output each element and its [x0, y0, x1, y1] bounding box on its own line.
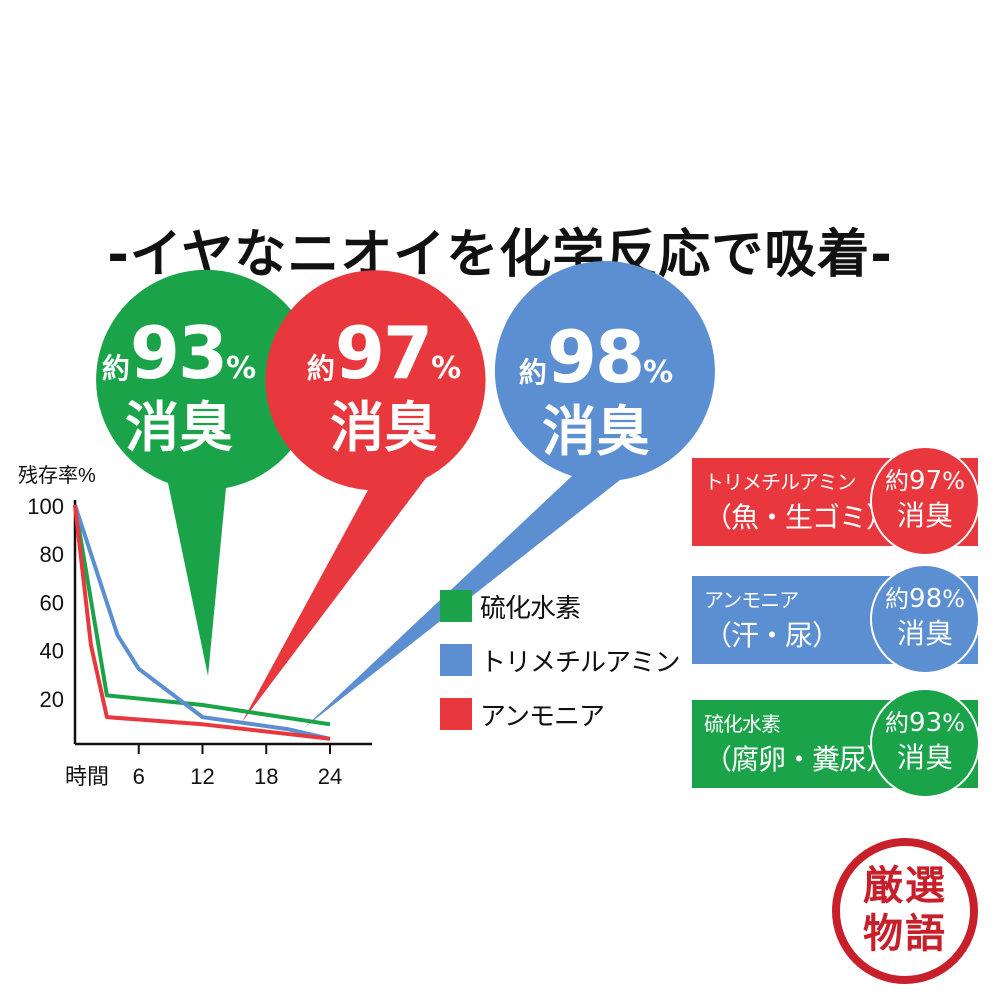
card-ammonia-label: 消臭: [896, 617, 953, 650]
card-ammonia-value: 98: [909, 584, 943, 614]
bubble-97-prefix: 約: [306, 352, 335, 385]
card-hydrogen-sulfide-label: 消臭: [896, 741, 953, 774]
card-hydrogen-sulfide-prefix: 約: [885, 709, 910, 737]
bubble-97-label: 消臭: [330, 396, 438, 459]
y-tick-label: 80: [40, 542, 64, 567]
bubble-93-text: 約93% 消臭: [74, 308, 284, 458]
bubble-98-text: 約98% 消臭: [491, 312, 701, 462]
x-tick-label: 6: [133, 764, 145, 789]
bubble-98-label: 消臭: [542, 400, 650, 463]
seal-row-2: 物語: [863, 911, 947, 957]
bubble-93-unit: %: [226, 351, 257, 386]
y-tick-label: 60: [40, 590, 64, 615]
card-trimethylamine-source: （魚・生ゴミ）: [704, 501, 894, 534]
bubble-93-prefix: 約: [101, 352, 130, 385]
card-ammonia-badge: 約98% 消臭: [870, 564, 980, 674]
chart-legend: 硫化水素 トリメチルアミン アンモニア: [440, 585, 680, 747]
card-hydrogen-sulfide-source: （腐卵・糞尿）: [704, 743, 894, 776]
card-ammonia: アンモニア （汗・尿） 約98% 消臭: [692, 564, 980, 674]
y-tick-label: 40: [40, 639, 64, 664]
bubble-93-label: 消臭: [125, 396, 233, 459]
y-tick-label: 20: [40, 687, 64, 712]
card-ammonia-gas: アンモニア: [704, 588, 799, 612]
x-tick-label: 24: [318, 764, 342, 789]
legend-swatch-green: [440, 590, 472, 622]
x-tick-label: 18: [254, 764, 278, 789]
bubble-98-prefix: 約: [518, 356, 547, 389]
brand-seal: 厳選 物語: [832, 838, 978, 984]
card-trimethylamine: トリメチルアミン （魚・生ゴミ） 約97% 消臭: [692, 446, 980, 556]
y-axis-title: 残存率%: [18, 464, 96, 487]
card-trimethylamine-gas: トリメチルアミン: [704, 470, 857, 494]
legend-item-ammonia: アンモニア: [440, 693, 679, 735]
bubble-97-value: 97: [334, 311, 433, 395]
legend-label-trimethylamine: トリメチルアミン: [480, 647, 680, 678]
bubble-98-unit: %: [643, 355, 674, 390]
card-hydrogen-sulfide-gas: 硫化水素: [704, 712, 781, 736]
card-ammonia-source: （汗・尿）: [704, 619, 840, 652]
legend-label-ammonia: アンモニア: [480, 701, 605, 732]
card-ammonia-prefix: 約: [885, 585, 910, 613]
series-line-hydrogen-sulfide: [73, 504, 331, 727]
legend-swatch-blue: [440, 644, 472, 676]
y-tick-label: 100: [27, 494, 64, 519]
card-hydrogen-sulfide-badge: 約93% 消臭: [870, 688, 980, 798]
seal-row-1: 厳選: [863, 863, 947, 909]
legend-label-hydrogen-sulfide: 硫化水素: [480, 593, 581, 624]
legend-item-trimethylamine: トリメチルアミン: [440, 639, 680, 681]
card-trimethylamine-unit: %: [942, 467, 965, 495]
callout-bubble-93: [96, 269, 317, 676]
card-trimethylamine-value: 97: [909, 466, 943, 496]
series-line-trimethylamine: [73, 504, 331, 741]
bubble-97-text: 約97% 消臭: [279, 308, 489, 458]
card-hydrogen-sulfide: 硫化水素 （腐卵・糞尿） 約93% 消臭: [692, 688, 980, 798]
card-trimethylamine-badge: 約97% 消臭: [870, 446, 980, 556]
callout-bubble-97: [242, 270, 486, 722]
bubble-97-unit: %: [431, 351, 462, 386]
card-ammonia-unit: %: [942, 585, 965, 613]
legend-item-hydrogen-sulfide: 硫化水素: [440, 585, 679, 627]
card-trimethylamine-label: 消臭: [896, 499, 953, 532]
series-line-ammonia: [73, 504, 331, 741]
card-hydrogen-sulfide-value: 93: [909, 708, 943, 738]
card-hydrogen-sulfide-unit: %: [942, 709, 965, 737]
x-axis-title: 時間: [65, 764, 109, 789]
bubble-98-value: 98: [546, 315, 645, 399]
x-tick-label: 12: [190, 764, 214, 789]
legend-swatch-red: [440, 698, 472, 730]
card-trimethylamine-prefix: 約: [885, 467, 910, 495]
callout-bubble-98: [304, 261, 715, 728]
bubble-93-value: 93: [129, 311, 228, 395]
